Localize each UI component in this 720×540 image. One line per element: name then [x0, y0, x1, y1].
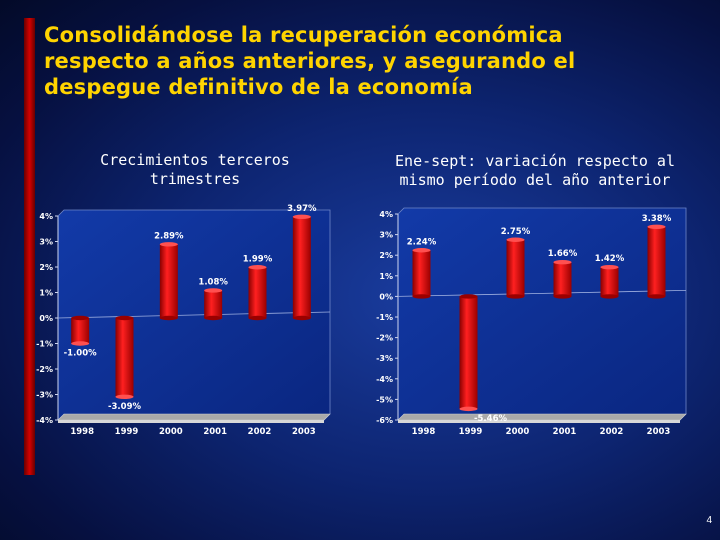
- y-tick-label: 2%: [39, 263, 53, 272]
- plot-floor: [397, 413, 687, 421]
- chart-2-title-line-2: mismo período del año anterior: [399, 171, 671, 189]
- bar-1998: [412, 248, 431, 299]
- data-label-2000: 2.89%: [154, 231, 184, 241]
- y-tick-label: 0%: [379, 292, 393, 301]
- y-tick-label: 4%: [379, 210, 393, 219]
- x-tick-label-1998: 1998: [70, 427, 94, 437]
- data-label-2003: 3.38%: [642, 214, 672, 224]
- y-tick-label: -6%: [376, 416, 393, 425]
- bar-2000: [506, 237, 525, 299]
- x-tick-label-2002: 2002: [248, 427, 272, 437]
- data-label-1998: -1.00%: [64, 349, 97, 359]
- bar-2000: [159, 242, 178, 321]
- slide-title-line-3: despegue definitivo de la economía: [44, 75, 473, 99]
- data-label-2000: 2.75%: [501, 227, 531, 237]
- plot-wall: [397, 207, 687, 421]
- x-tick-label-1999: 1999: [115, 427, 139, 437]
- chart-1-title: Crecimientos terceros trimestres: [70, 151, 320, 189]
- y-tick-label: -4%: [36, 416, 53, 425]
- y-tick-label: 1%: [379, 272, 393, 281]
- slide-title: Consolidándose la recuperación económica…: [44, 22, 704, 100]
- data-label-2002: 1.42%: [595, 254, 625, 264]
- x-tick-label-2000: 2000: [159, 427, 183, 437]
- bar-2002: [600, 264, 619, 299]
- page-number: 4: [706, 515, 712, 526]
- bar-1999: [459, 294, 478, 412]
- chart-1-title-line-1: Crecimientos terceros: [100, 151, 290, 169]
- chart-ene-sept-variacion: 4% 3% 2% 1% 0% -1% -2% -3% -4% -5% -6% 2.24% 1998 -5.…: [376, 207, 687, 437]
- y-tick-label: -3%: [36, 391, 53, 400]
- bar-2003: [647, 224, 666, 299]
- left-accent-bar: [24, 18, 35, 475]
- y-tick-label: -1%: [376, 313, 393, 322]
- x-tick-label-2001: 2001: [553, 427, 577, 437]
- x-tick-label-1998: 1998: [412, 427, 436, 437]
- data-label-1998: 2.24%: [407, 237, 437, 247]
- x-tick-label-2003: 2003: [647, 427, 671, 437]
- plot-floor: [57, 413, 331, 421]
- y-tick-label: -1%: [36, 340, 53, 349]
- y-tick-label: -2%: [376, 334, 393, 343]
- x-tick-label-2002: 2002: [600, 427, 624, 437]
- data-label-1999: -5.46%: [474, 414, 507, 424]
- data-label-1999: -3.09%: [108, 402, 141, 412]
- bar-2003: [292, 214, 311, 321]
- y-tick-label: 3%: [39, 238, 53, 247]
- chart-terceros-trimestres: 4% 3% 2% 1% 0% -1% -2% -3% -4% -1.00% 1998 -3.09% 19…: [36, 204, 331, 437]
- y-tick-label: -3%: [376, 354, 393, 363]
- y-tick-label: 0%: [39, 314, 53, 323]
- bar-1998: [71, 315, 90, 346]
- chart-1-title-line-2: trimestres: [149, 170, 241, 188]
- bar-2001: [204, 288, 223, 321]
- y-tick-label: -4%: [376, 375, 393, 384]
- slide-title-line-1: Consolidándose la recuperación económica: [44, 23, 563, 47]
- x-tick-label-2003: 2003: [292, 427, 316, 437]
- chart-2-title-line-1: Ene-sept: variación respecto al: [395, 152, 675, 170]
- data-label-2001: 1.08%: [198, 277, 228, 287]
- data-label-2001: 1.66%: [548, 249, 578, 259]
- zero-line: [397, 290, 687, 297]
- y-tick-label: -5%: [376, 395, 393, 404]
- y-tick-label: 4%: [39, 212, 53, 221]
- y-tick-label: 1%: [39, 289, 53, 298]
- zero-line: [57, 311, 331, 319]
- y-tick-label: -2%: [36, 365, 53, 374]
- chart-2-title: Ene-sept: variación respecto al mismo pe…: [360, 152, 710, 190]
- x-tick-label-2000: 2000: [506, 427, 530, 437]
- bar-1999: [115, 315, 134, 399]
- bar-2001: [553, 260, 572, 299]
- x-tick-label-2001: 2001: [203, 427, 227, 437]
- bar-2002: [248, 265, 267, 321]
- data-label-2002: 1.99%: [243, 254, 273, 264]
- x-tick-label-1999: 1999: [459, 427, 483, 437]
- y-tick-label: 3%: [379, 231, 393, 240]
- data-label-2003: 3.97%: [287, 204, 317, 214]
- slide-title-line-2: respecto a años anteriores, y asegurando…: [44, 49, 576, 73]
- y-tick-label: 2%: [379, 251, 393, 260]
